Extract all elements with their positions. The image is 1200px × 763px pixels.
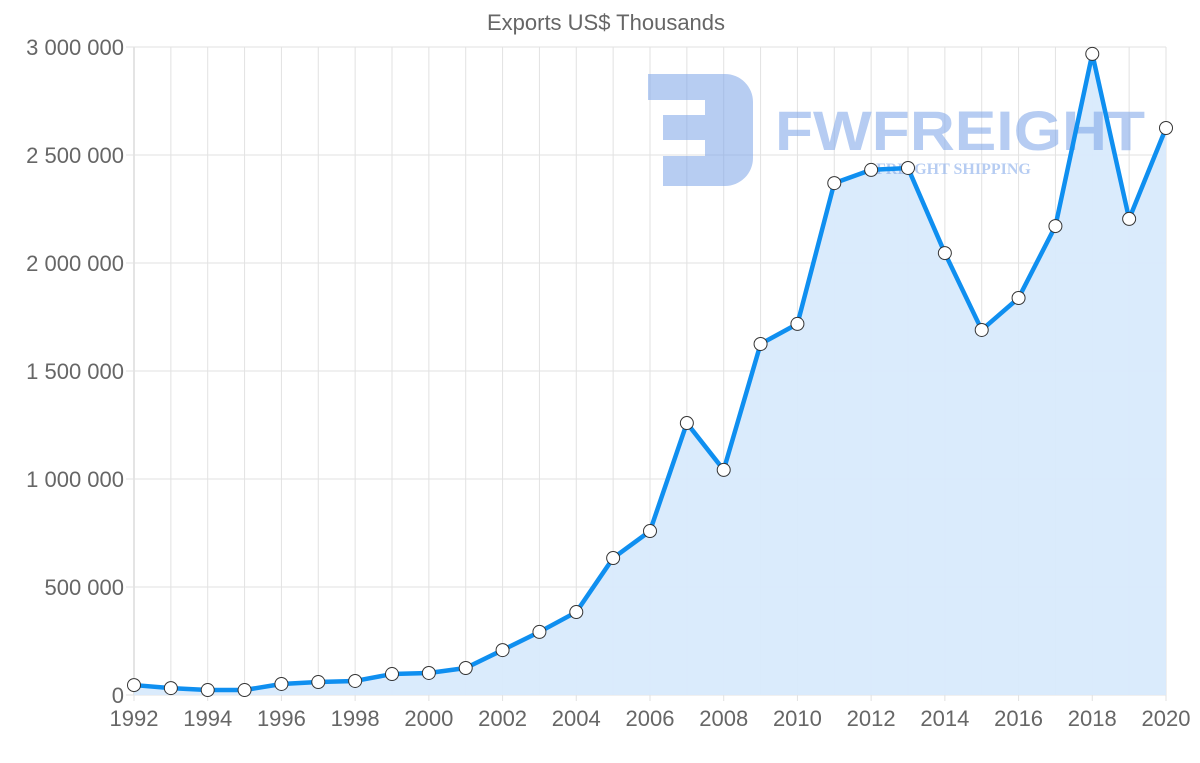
y-tick-label: 0: [112, 683, 124, 708]
data-point: [200, 683, 215, 698]
watermark-logo-icon: [648, 74, 753, 186]
series-area: [134, 53, 1166, 696]
watermark-logo: FWFREIGHT FREIGHT SHIPPING: [648, 74, 1145, 186]
data-point: [864, 162, 879, 177]
data-points: [127, 46, 1173, 698]
data-point: [679, 416, 694, 431]
data-point: [1122, 211, 1137, 226]
y-tick-label: 500 000: [44, 575, 124, 600]
data-point: [311, 675, 326, 690]
data-point: [163, 681, 178, 696]
x-tick-label: 2004: [552, 706, 601, 731]
x-tick-label: 2020: [1142, 706, 1191, 731]
y-tick-label: 3 000 000: [26, 35, 124, 60]
data-point: [458, 661, 473, 675]
x-tick-label: 2014: [920, 706, 969, 731]
data-point: [643, 524, 657, 539]
data-point: [1085, 46, 1100, 61]
data-point: [753, 337, 768, 351]
x-tick-label: 2016: [994, 706, 1043, 731]
x-tick-label: 1992: [110, 706, 159, 731]
data-point: [1159, 121, 1173, 135]
watermark-tagline: FREIGHT SHIPPING: [876, 161, 1031, 178]
data-point: [790, 316, 805, 331]
y-tick-label: 1 000 000: [26, 467, 124, 492]
x-tick-label: 2002: [478, 706, 527, 731]
x-tick-label: 2008: [699, 706, 748, 731]
data-point: [606, 551, 621, 566]
data-point: [827, 176, 842, 191]
x-tick-label: 1998: [331, 706, 380, 731]
x-tick-label: 2010: [773, 706, 822, 731]
data-point: [421, 665, 436, 680]
data-point: [974, 322, 989, 337]
data-point: [569, 605, 584, 620]
y-tick-label: 2 000 000: [26, 251, 124, 276]
area-fill: [134, 53, 1166, 696]
data-point: [937, 246, 952, 261]
x-tick-label: 1996: [257, 706, 306, 731]
data-point: [1011, 290, 1026, 305]
data-point: [127, 678, 141, 693]
data-point: [495, 643, 510, 658]
data-point: [1048, 219, 1063, 234]
x-tick-label: 2006: [626, 706, 675, 731]
y-tick-label: 1 500 000: [26, 359, 124, 384]
data-point: [274, 676, 289, 691]
data-point: [901, 160, 915, 175]
y-axis: 0 500 000 1 000 000 1 500 000 2 000 000 2 500…: [26, 35, 124, 708]
x-tick-label: 2000: [404, 706, 453, 731]
chart-title: Exports US$ Thousands: [487, 10, 725, 35]
data-point: [716, 462, 731, 477]
data-point: [532, 624, 547, 639]
y-tick-label: 2 500 000: [26, 143, 124, 168]
x-tick-label: 1994: [183, 706, 232, 731]
data-point: [348, 673, 363, 688]
x-axis: 1992 1994 1996 1998 2000 2002 2004 2006 2008 2010…: [110, 706, 1191, 731]
watermark-brand: FWFREIGHT: [775, 99, 1145, 162]
data-point: [385, 667, 399, 682]
x-tick-label: 2018: [1068, 706, 1117, 731]
x-tick-label: 2012: [847, 706, 896, 731]
data-point: [237, 683, 252, 698]
